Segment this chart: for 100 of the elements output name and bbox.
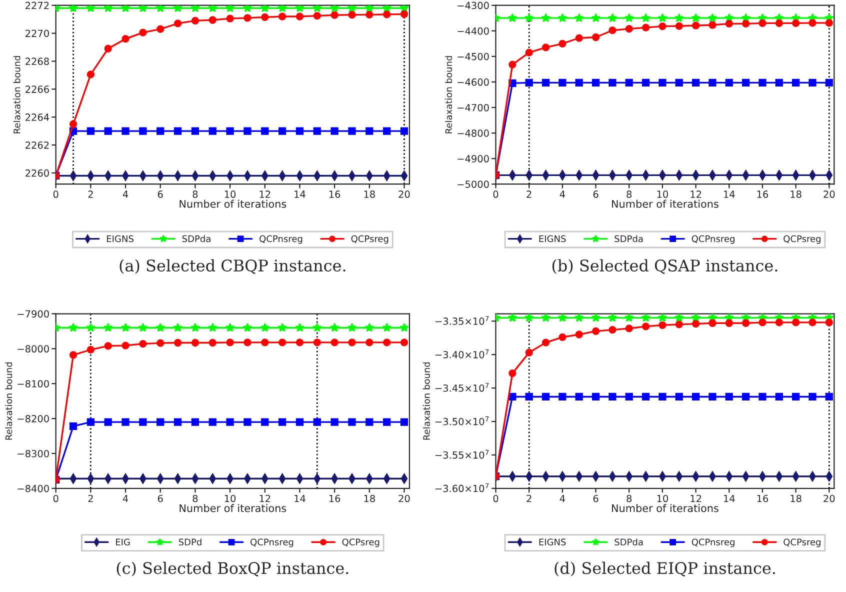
point xyxy=(675,392,683,401)
point xyxy=(574,314,584,322)
point xyxy=(642,170,650,180)
point xyxy=(400,418,408,426)
point xyxy=(825,318,833,326)
x-tick-label: 10 xyxy=(657,190,668,198)
point xyxy=(226,418,234,426)
point xyxy=(296,12,304,20)
point xyxy=(825,78,833,87)
point xyxy=(366,127,374,135)
point xyxy=(524,13,534,22)
point xyxy=(278,322,287,332)
point xyxy=(591,13,600,22)
point xyxy=(382,5,392,12)
point xyxy=(658,314,668,322)
x-tick-label: 8 xyxy=(192,190,198,198)
x-axis-title: Number of iterations xyxy=(612,200,718,208)
point xyxy=(592,471,600,482)
point xyxy=(104,44,112,52)
point xyxy=(278,127,286,135)
point xyxy=(558,314,568,322)
point xyxy=(675,320,683,328)
point xyxy=(120,5,130,12)
point xyxy=(792,170,800,180)
x-tick-label: 6 xyxy=(593,190,598,198)
point xyxy=(400,338,408,346)
point xyxy=(313,418,321,426)
point xyxy=(558,13,568,22)
x-tick-label: 6 xyxy=(593,494,598,502)
point xyxy=(173,322,182,332)
y-tick-label: −4600 xyxy=(458,78,489,86)
point xyxy=(508,60,516,68)
y-tick-label: −8000 xyxy=(18,345,49,353)
legend-label: QCPsreg xyxy=(784,538,820,548)
y-tick-label: −3.50×10$^{7}$ xyxy=(436,416,489,426)
point xyxy=(775,19,783,28)
point xyxy=(69,422,78,430)
point xyxy=(278,418,286,426)
point xyxy=(174,20,182,28)
point xyxy=(658,321,666,329)
point xyxy=(244,127,252,135)
x-tick-label: 2 xyxy=(526,190,532,198)
y-axis-title: Relaxation bound xyxy=(13,56,20,134)
point xyxy=(691,13,700,22)
x-tick-label: 20 xyxy=(824,494,835,502)
point xyxy=(313,127,321,135)
point xyxy=(641,13,650,22)
point xyxy=(574,13,584,22)
legend-label: QCPsreg xyxy=(351,235,388,244)
point xyxy=(86,5,96,12)
point xyxy=(625,324,633,332)
point xyxy=(364,322,374,332)
point xyxy=(775,392,783,401)
y-tick-label: −8200 xyxy=(18,415,49,422)
point xyxy=(692,78,700,87)
point xyxy=(278,12,286,20)
point xyxy=(592,170,600,180)
point xyxy=(608,78,616,87)
point xyxy=(226,14,234,22)
text: (a) Selected CBQP instance. xyxy=(120,259,346,274)
point xyxy=(364,5,374,12)
point xyxy=(708,21,716,29)
x-tick-label: 16 xyxy=(329,190,340,198)
point xyxy=(383,474,390,484)
point xyxy=(592,78,600,87)
point xyxy=(312,5,322,12)
point xyxy=(104,342,112,350)
y-tick-label: 2266 xyxy=(26,86,49,93)
x-axis-title: Number of iterations xyxy=(180,200,286,208)
point xyxy=(608,13,618,22)
point xyxy=(792,392,800,401)
point xyxy=(808,392,816,401)
point xyxy=(674,13,684,22)
point xyxy=(295,5,304,12)
point xyxy=(174,170,182,181)
point xyxy=(87,474,94,484)
point xyxy=(675,22,683,30)
legend-label: SDPd xyxy=(178,538,202,546)
point xyxy=(242,5,252,12)
point xyxy=(226,127,234,135)
point xyxy=(190,5,200,12)
point xyxy=(508,369,516,378)
legend-label: QCPnsreg xyxy=(692,538,734,548)
point xyxy=(103,322,113,332)
point xyxy=(642,471,650,482)
point xyxy=(775,318,783,326)
point xyxy=(625,392,633,401)
point xyxy=(400,322,409,332)
point xyxy=(658,78,666,87)
point xyxy=(70,170,77,181)
point xyxy=(260,322,270,332)
text: (b) Selected QSAP instance. xyxy=(552,259,778,274)
point xyxy=(138,5,148,12)
y-tick-label: −8100 xyxy=(18,380,49,388)
x-tick-label: 16 xyxy=(757,494,768,502)
point xyxy=(103,5,113,12)
point xyxy=(808,318,816,326)
point xyxy=(225,322,235,332)
point xyxy=(312,322,322,332)
y-tick-label: 2268 xyxy=(26,58,49,66)
